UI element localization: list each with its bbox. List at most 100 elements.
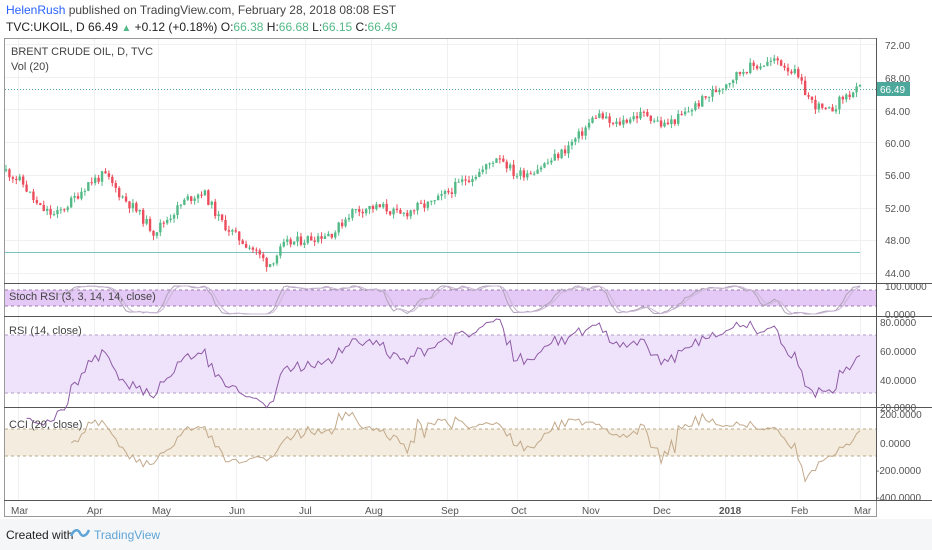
time-tick: Nov bbox=[582, 506, 600, 517]
candle-body bbox=[49, 208, 52, 215]
candle-body bbox=[107, 173, 111, 177]
price-tick: 72.00 bbox=[885, 41, 910, 52]
last-price: 66.49 bbox=[88, 20, 119, 34]
candle-body bbox=[241, 240, 244, 244]
low-value: 66.15 bbox=[322, 20, 353, 34]
candle-body bbox=[656, 120, 659, 122]
candle-body bbox=[83, 190, 87, 192]
candle-body bbox=[399, 209, 402, 214]
candle-body bbox=[255, 249, 258, 251]
candle-body bbox=[484, 164, 488, 170]
cci-title: CCI (20, close) bbox=[9, 419, 82, 431]
candle-body bbox=[707, 96, 711, 98]
candle-body bbox=[649, 115, 652, 121]
candle-body bbox=[471, 178, 474, 183]
candle-body bbox=[21, 176, 25, 185]
cci-band bbox=[5, 429, 876, 456]
candle-body bbox=[162, 222, 165, 224]
stoch-rsi-title: Stoch RSI (3, 3, 14, 14, close) bbox=[9, 291, 156, 303]
candle-body bbox=[694, 103, 697, 111]
candle-body bbox=[364, 209, 368, 214]
candle-body bbox=[395, 208, 399, 210]
candle-body bbox=[316, 236, 320, 242]
candle-body bbox=[4, 169, 8, 171]
last-price-tag bbox=[877, 82, 910, 96]
candle-body bbox=[642, 111, 646, 113]
chart-header: HelenRush published on TradingView.com, … bbox=[0, 0, 932, 38]
indicator-lines bbox=[26, 285, 861, 483]
candle-body bbox=[87, 182, 90, 191]
candle-body bbox=[358, 209, 361, 212]
candle-body bbox=[577, 131, 580, 139]
candle-body bbox=[800, 77, 803, 81]
candle-body bbox=[320, 236, 323, 239]
tradingview-brand-link[interactable]: TradingView bbox=[94, 528, 161, 542]
candle-body bbox=[409, 210, 412, 217]
candle-body bbox=[539, 167, 543, 170]
candle-body bbox=[807, 95, 810, 97]
candle-body bbox=[303, 242, 306, 245]
candle-body bbox=[831, 107, 834, 112]
time-tick: May bbox=[152, 506, 171, 517]
cci-tick: 0.0000 bbox=[880, 439, 911, 450]
candle-body bbox=[402, 212, 406, 214]
candle-body bbox=[165, 219, 169, 224]
candle-body bbox=[718, 89, 721, 93]
candle-body bbox=[450, 192, 454, 194]
candle-body bbox=[52, 214, 56, 216]
rsi-axis[interactable]: 80.0000 60.0000 40.0000 20.0000 bbox=[880, 318, 917, 414]
open-label: O: bbox=[220, 20, 234, 34]
candle-body bbox=[532, 173, 536, 175]
time-tick: Feb bbox=[791, 506, 809, 517]
time-axis[interactable]: Mar Apr May Jun Jul Aug Sep Oct Nov Dec … bbox=[11, 506, 872, 517]
price-tick: 60.00 bbox=[885, 139, 910, 150]
price-tick: 52.00 bbox=[885, 204, 910, 215]
candle-body bbox=[460, 179, 464, 182]
candle-body bbox=[73, 196, 76, 198]
chart-area[interactable]: BRENT CRUDE OIL, D, TVC Vol (20) Stoch R… bbox=[0, 0, 932, 519]
candle-body bbox=[155, 232, 159, 236]
last-price-tag-text: 66.49 bbox=[880, 85, 905, 96]
author-link[interactable]: HelenRush bbox=[6, 3, 66, 17]
candle-body bbox=[196, 194, 200, 199]
candle-body bbox=[766, 61, 769, 66]
cci-line bbox=[70, 411, 861, 483]
candle-body bbox=[618, 121, 622, 125]
candle-body bbox=[814, 99, 817, 110]
rsi-tick: 60.0000 bbox=[880, 347, 917, 358]
price-tick: 48.00 bbox=[885, 236, 910, 247]
candle-body bbox=[512, 164, 515, 177]
candle-body bbox=[663, 122, 666, 127]
tradingview-logo-icon[interactable] bbox=[69, 526, 91, 545]
candle-body bbox=[42, 204, 45, 211]
footer: Created with TradingView bbox=[0, 519, 932, 550]
candle-body bbox=[797, 69, 800, 78]
price-change: +0.12 (+0.18%) bbox=[134, 20, 218, 34]
cci-axis[interactable]: 200.0000 0.0000 -200.0000 -400.0000 bbox=[876, 410, 922, 504]
high-value: 66.68 bbox=[278, 20, 309, 34]
candle-body bbox=[203, 190, 207, 196]
candle-body bbox=[827, 107, 831, 109]
candle-body bbox=[759, 66, 762, 69]
candle-body bbox=[491, 162, 495, 164]
candle-body bbox=[117, 187, 121, 198]
candle-body bbox=[701, 96, 704, 107]
stoch-axis[interactable]: 100.0000 0.0000 bbox=[885, 282, 927, 321]
candle-body bbox=[90, 182, 93, 184]
candle-body bbox=[371, 205, 375, 210]
candle-body bbox=[550, 160, 553, 163]
open-value: 66.38 bbox=[233, 20, 264, 34]
stoch-k-line bbox=[57, 285, 861, 315]
candle-body bbox=[690, 110, 694, 112]
candle-body bbox=[783, 65, 786, 68]
candle-body bbox=[762, 65, 766, 67]
candle-body bbox=[464, 179, 467, 181]
candle-body bbox=[567, 145, 570, 154]
candle-body bbox=[220, 214, 224, 221]
created-with-label: Created with bbox=[6, 528, 74, 542]
price-axis[interactable]: 72.00 68.00 64.00 60.00 56.00 52.00 48.0… bbox=[885, 41, 910, 280]
candle-body bbox=[227, 230, 231, 232]
candle-body bbox=[611, 122, 615, 124]
candle-body bbox=[251, 247, 255, 250]
candle-body bbox=[45, 208, 49, 211]
